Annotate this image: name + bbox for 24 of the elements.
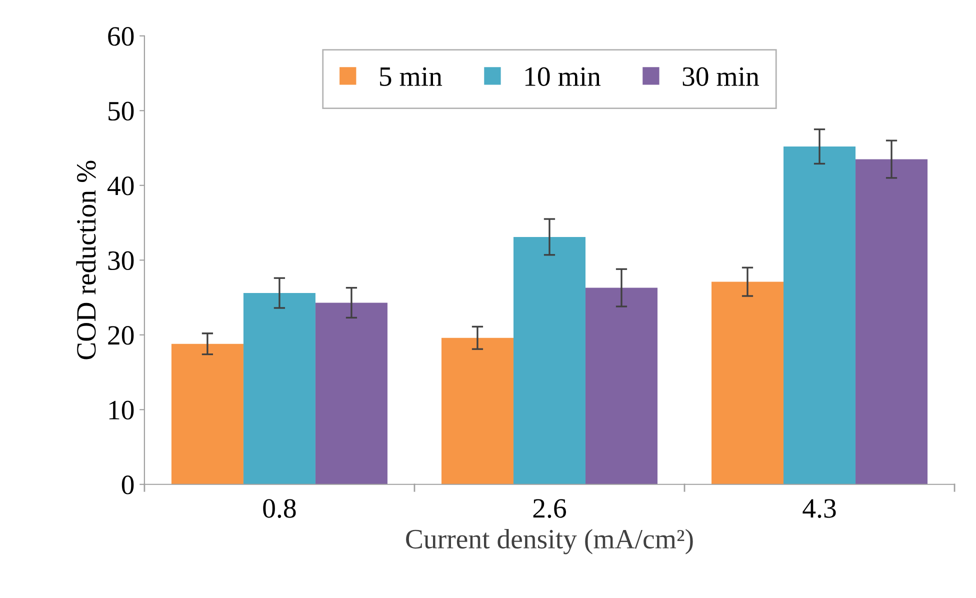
y-tick-label: 50: [108, 102, 134, 121]
legend-label: 5 min: [380, 67, 442, 86]
bar: [784, 146, 856, 484]
bar: [171, 344, 244, 484]
x-tick-label: 2.6: [533, 499, 566, 518]
bar: [712, 282, 784, 484]
bar: [441, 338, 514, 484]
y-tick-label: 30: [108, 251, 134, 270]
bar: [243, 293, 316, 484]
x-axis-title: Current density (mA/cm²): [406, 529, 693, 554]
bar: [315, 302, 388, 484]
bar: [585, 288, 658, 484]
y-tick-label: 60: [108, 27, 134, 46]
y-tick-label: 10: [109, 400, 134, 420]
x-tick-label: 4.3: [802, 499, 836, 518]
bar: [856, 159, 928, 484]
x-tick-label: 0.8: [263, 499, 296, 518]
bar: [513, 236, 586, 484]
y-tick-label: 0: [122, 476, 134, 494]
y-tick-label: 40: [107, 176, 134, 196]
y-tick-label: 20: [108, 326, 134, 345]
legend-label: 30 min: [682, 67, 760, 86]
legend-label: 10 min: [525, 67, 601, 86]
y-axis-title: COD reduction %: [76, 160, 96, 360]
